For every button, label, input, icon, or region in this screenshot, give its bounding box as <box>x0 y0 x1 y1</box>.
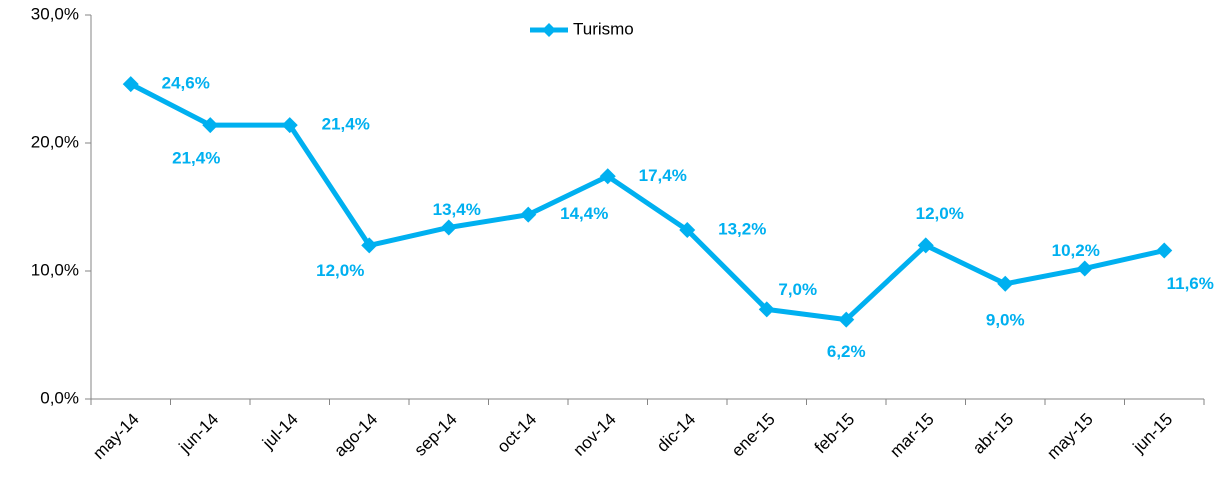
marker <box>1156 242 1173 259</box>
x-tick-label: feb-15 <box>811 410 859 458</box>
data-label: 10,2% <box>1052 241 1100 260</box>
data-label: 9,0% <box>986 310 1025 329</box>
data-label: 21,4% <box>172 149 220 168</box>
data-label: 14,4% <box>560 204 608 223</box>
data-label: 6,2% <box>827 342 866 361</box>
legend-label: Turismo <box>573 19 634 38</box>
x-tick-label: jun-15 <box>1129 410 1177 458</box>
x-tick-label: abr-15 <box>969 410 1017 458</box>
x-tick-label: jul-14 <box>258 410 302 454</box>
marker <box>679 222 696 239</box>
y-tick-label: 10,0% <box>31 260 79 279</box>
marker <box>838 311 855 328</box>
x-tick-label: dic-14 <box>653 410 699 456</box>
data-label: 11,6% <box>1167 274 1214 293</box>
x-tick-label: may-15 <box>1043 410 1097 464</box>
y-tick-label: 30,0% <box>31 4 79 23</box>
data-label: 17,4% <box>639 166 687 185</box>
y-tick-label: 0,0% <box>40 388 79 407</box>
x-tick-label: ago-14 <box>330 410 381 461</box>
y-tick-label: 20,0% <box>31 132 79 151</box>
marker <box>997 275 1014 292</box>
line <box>129 81 1165 323</box>
marker <box>758 301 775 318</box>
data-label: 7,0% <box>778 280 817 299</box>
marker <box>281 117 298 134</box>
marker <box>520 206 537 223</box>
data-label: 24,6% <box>162 74 210 93</box>
x-tick-label: sep-14 <box>411 410 461 460</box>
x-tick-label: oct-14 <box>493 410 540 457</box>
marker <box>361 237 378 254</box>
x-tick-label: may-14 <box>89 410 143 464</box>
marker <box>599 168 616 185</box>
marker <box>917 237 934 254</box>
marker <box>1076 260 1093 277</box>
x-tick-label: nov-14 <box>570 410 620 460</box>
data-label: 12,0% <box>316 261 364 280</box>
data-label: 13,4% <box>433 200 481 219</box>
x-tick-label: jun-14 <box>175 410 223 458</box>
x-tick-label: mar-15 <box>886 410 938 462</box>
data-label: 13,2% <box>718 220 766 239</box>
marker <box>440 219 457 236</box>
marker <box>202 117 219 134</box>
legend-marker <box>542 23 556 37</box>
data-label: 21,4% <box>322 115 370 134</box>
marker <box>122 76 139 93</box>
data-label: 12,0% <box>916 204 964 223</box>
x-tick-label: ene-15 <box>728 410 779 461</box>
